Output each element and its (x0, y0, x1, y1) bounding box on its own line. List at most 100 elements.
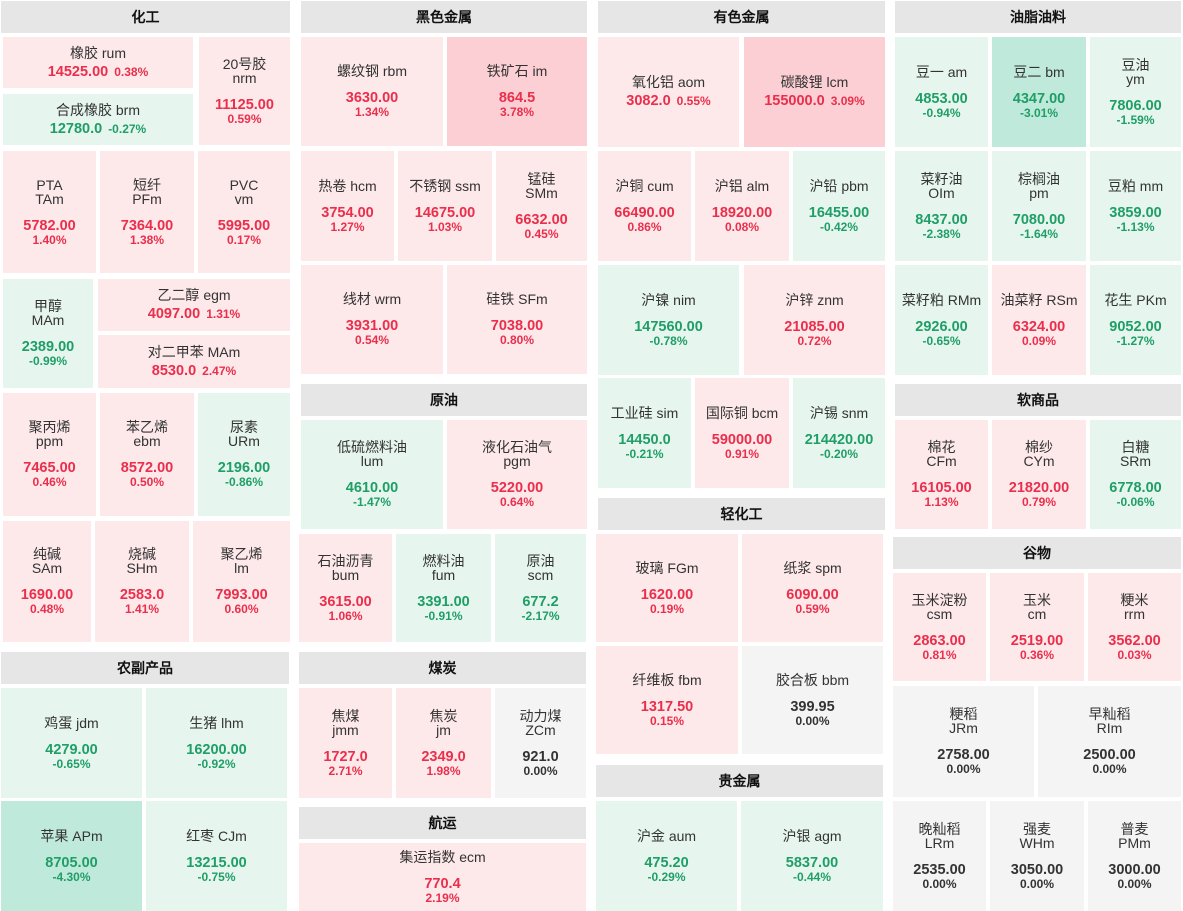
contract-tile-csm[interactable]: 玉米淀粉 csm 2863.00 0.81% (893, 573, 986, 681)
contract-change-pct: 0.48% (29, 602, 65, 616)
contract-tile-pm[interactable]: 棕榈油 pm 7080.00 -1.64% (992, 151, 1086, 261)
contract-price: 16455.00 (808, 204, 870, 221)
contract-tile-smm[interactable]: 锰硅 SMm 6632.00 0.45% (496, 151, 587, 261)
contract-tile-pmm[interactable]: 普麦 PMm 3000.00 0.00% (1088, 801, 1181, 911)
contract-code: pgm (503, 453, 531, 469)
contract-tile-am[interactable]: 豆一 am 4853.00 -0.94% (895, 37, 988, 147)
contract-tile-im[interactable]: 铁矿石 im 864.5 3.78% (447, 37, 587, 146)
contract-tile-aom[interactable]: 氧化铝 aom 3082.0 0.55% (598, 37, 739, 147)
contract-change-pct: 0.08% (724, 219, 760, 234)
contract-tile-lrm[interactable]: 晚籼稻 LRm 2535.00 0.00% (893, 801, 986, 911)
contract-tile-fbm[interactable]: 纤维板 fbm 1317.50 0.15% (596, 646, 738, 754)
contract-tile-jm[interactable]: 焦炭 jm 2349.0 1.98% (396, 688, 491, 798)
contract-tile-cum[interactable]: 沪铜 cum 66490.00 0.86% (598, 151, 691, 261)
contract-price: 6090.00 (786, 586, 839, 603)
contract-tile-cm[interactable]: 玉米 cm 2519.00 0.36% (990, 573, 1084, 681)
contract-tile-cym[interactable]: 棉纱 CYm 21820.00 0.79% (992, 420, 1086, 529)
contract-tile-lcm[interactable]: 碳酸锂 lcm 155000.0 3.09% (744, 37, 885, 147)
contract-tile-bcm[interactable]: 国际铜 bcm 59000.00 0.91% (695, 378, 789, 488)
contract-tile-rrm[interactable]: 粳米 rrm 3562.00 0.03% (1088, 573, 1181, 681)
contract-code: ZCm (525, 721, 556, 738)
contract-tile-fgm[interactable]: 玻璃 FGm 1620.00 0.19% (596, 534, 738, 642)
contract-tile-bbm[interactable]: 胶合板 bbm 399.95 0.00% (742, 646, 883, 754)
contract-tile-jmm[interactable]: 焦煤 jmm 1727.0 2.71% (299, 688, 392, 798)
contract-tile-ssm[interactable]: 不锈钢 ssm 14675.00 1.03% (398, 151, 492, 261)
contract-tile-egm[interactable]: 乙二醇 egm 4097.00 1.31% (98, 279, 290, 331)
contract-tile-vm[interactable]: PVC vm 5995.00 0.17% (198, 151, 290, 273)
contract-tile-tam[interactable]: PTA TAm 5782.00 1.40% (3, 151, 96, 273)
contract-tile-rum[interactable]: 橡胶 rum 14525.00 0.38% (3, 37, 193, 88)
contract-tile-mm[interactable]: 豆粕 mm 3859.00 -1.13% (1090, 151, 1181, 261)
contract-tile-ppm[interactable]: 聚丙烯 ppm 7465.00 0.46% (3, 393, 96, 516)
contract-tile-lum[interactable]: 低硫燃料油 lum 4610.00 -1.47% (301, 420, 443, 529)
contract-name: 棉花 (927, 439, 956, 455)
contract-tile-rim[interactable]: 早籼稻 RIm 2500.00 0.00% (1038, 686, 1181, 797)
contract-tile-apm[interactable]: 苹果 APm 8705.00 -4.30% (1, 801, 142, 911)
contract-tile-wrm[interactable]: 线材 wrm 3931.00 0.54% (301, 265, 443, 374)
contract-tile-pkm[interactable]: 花生 PKm 9052.00 -1.27% (1090, 265, 1181, 375)
contract-tile-nim[interactable]: 沪镍 nim 147560.00 -0.78% (598, 265, 739, 375)
contract-tile-rbm[interactable]: 螺纹钢 rbm 3630.00 1.34% (301, 37, 443, 146)
contract-tile-ecm[interactable]: 集运指数 ecm 770.4 2.19% (299, 843, 586, 911)
contract-price: 7038.00 (490, 318, 544, 334)
contract-tile-shm[interactable]: 烧碱 SHm 2583.0 1.41% (95, 521, 189, 642)
contract-tile-rmm[interactable]: 菜籽粕 RMm 2926.00 -0.65% (895, 265, 988, 375)
contract-tile-bum[interactable]: 石油沥青 bum 3615.00 1.06% (299, 534, 392, 642)
contract-tile-hcm[interactable]: 热卷 hcm 3754.00 1.27% (301, 151, 394, 261)
contract-code: SHm (126, 560, 158, 576)
contract-name: 碳酸锂 lcm (780, 74, 849, 90)
contract-tile-pbm[interactable]: 沪铅 pbm 16455.00 -0.42% (793, 151, 885, 261)
contract-price: 3931.00 (345, 318, 399, 334)
contract-name: 对二甲苯 MAm (147, 343, 241, 360)
contract-tile-spm[interactable]: 纸浆 spm 6090.00 0.59% (742, 534, 883, 642)
contract-tile-pfm[interactable]: 短纤 PFm 7364.00 1.38% (100, 151, 194, 273)
contract-change-pct: 0.50% (129, 475, 165, 489)
price-line: 3082.0 0.55% (626, 93, 710, 109)
contract-tile-urm[interactable]: 尿素 URm 2196.00 -0.86% (198, 393, 290, 516)
contract-tile-cfm[interactable]: 棉花 CFm 16105.00 1.13% (895, 420, 988, 529)
contract-name: 普麦 (1120, 820, 1149, 837)
contract-name: 不锈钢 ssm (409, 177, 481, 194)
contract-tile-ebm[interactable]: 苯乙烯 ebm 8572.00 0.50% (100, 393, 194, 516)
contract-tile-oim[interactable]: 菜籽油 OIm 8437.00 -2.38% (895, 151, 988, 261)
contract-tile-sfm[interactable]: 硅铁 SFm 7038.00 0.80% (447, 265, 587, 374)
contract-tile-bm[interactable]: 豆二 bm 4347.00 -3.01% (992, 37, 1086, 147)
contract-tile-snm[interactable]: 沪锡 snm 214420.00 -0.20% (793, 378, 885, 488)
contract-tile-zcm[interactable]: 动力煤 ZCm 921.0 0.00% (495, 688, 586, 798)
contract-change-pct: 0.09% (1021, 333, 1057, 348)
contract-tile-whm[interactable]: 强麦 WHm 3050.00 0.00% (990, 801, 1084, 911)
price-line: 155000.0 3.09% (764, 93, 865, 109)
contract-tile-fum[interactable]: 燃料油 fum 3391.00 -0.91% (396, 534, 491, 642)
contract-name: 纸浆 spm (783, 559, 842, 576)
contract-tile-brm[interactable]: 合成橡胶 brm 12780.0 -0.27% (3, 94, 193, 145)
contract-tile-sim[interactable]: 工业硅 sim 14450.0 -0.21% (598, 378, 691, 488)
contract-tile-sam[interactable]: 纯碱 SAm 1690.00 0.48% (3, 521, 91, 642)
contract-tile-ym[interactable]: 豆油 ym 7806.00 -1.59% (1090, 37, 1181, 147)
contract-tile-aum[interactable]: 沪金 aum 475.20 -0.29% (596, 801, 737, 911)
contract-tile-scm[interactable]: 原油 scm 677.2 -2.17% (495, 534, 586, 642)
contract-tile-agm[interactable]: 沪银 agm 5837.00 -0.44% (741, 801, 883, 911)
contract-change-pct: -1.47% (352, 495, 392, 509)
contract-tile-jrm[interactable]: 粳稻 JRm 2758.00 0.00% (893, 686, 1034, 797)
contract-tile-px[interactable]: 对二甲苯 MAm 8530.0 2.47% (98, 335, 290, 388)
contract-tile-alm[interactable]: 沪铝 alm 18920.00 0.08% (695, 151, 789, 261)
contract-tile-nrm[interactable]: 20号胶 nrm 11125.00 0.59% (199, 37, 290, 145)
contract-tile-jdm[interactable]: 鸡蛋 jdm 4279.00 -0.65% (1, 688, 142, 798)
contract-name: 豆粕 mm (1107, 177, 1164, 194)
contract-name: 沪金 aum (636, 827, 697, 844)
contract-name: PTA (36, 176, 63, 193)
contract-tile-mam_meth[interactable]: 甲醇 MAm 2389.00 -0.99% (3, 279, 93, 388)
contract-price: 7465.00 (23, 460, 76, 476)
contract-change-pct: -0.44% (792, 869, 832, 884)
contract-tile-cjm[interactable]: 红枣 CJm 13215.00 -0.75% (146, 801, 287, 911)
contract-name: 20号胶 (222, 55, 267, 72)
contract-tile-srm[interactable]: 白糖 SRm 6778.00 -0.06% (1090, 420, 1181, 529)
contract-code: jm (436, 721, 451, 738)
contract-price: 2583.0 (119, 587, 165, 603)
contract-tile-znm[interactable]: 沪锌 znm 21085.00 0.72% (744, 265, 885, 375)
contract-tile-lhm[interactable]: 生猪 lhm 16200.00 -0.92% (146, 688, 287, 798)
contract-tile-lm[interactable]: 聚乙烯 lm 7993.00 0.60% (193, 521, 290, 642)
contract-tile-rsm[interactable]: 油菜籽 RSm 6324.00 0.09% (992, 265, 1086, 375)
contract-name: 工业硅 sim (610, 404, 679, 421)
contract-tile-pgm[interactable]: 液化石油气 pgm 5220.00 0.64% (447, 420, 587, 529)
